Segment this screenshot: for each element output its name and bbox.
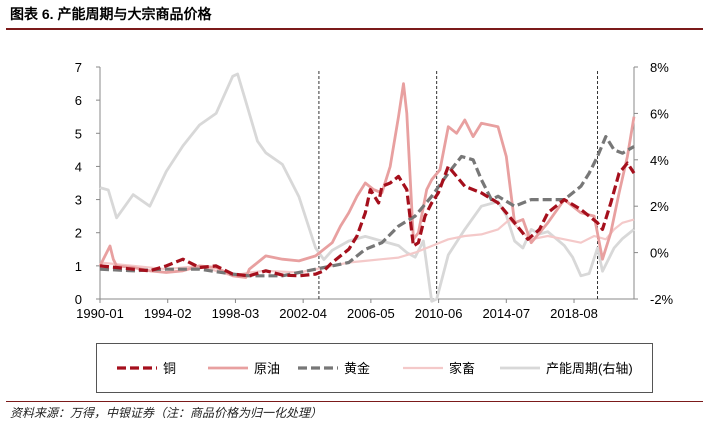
- figure-title: 图表 6. 产能周期与大宗商品价格: [10, 6, 212, 22]
- series-lines: [98, 72, 636, 303]
- series-line-1: [99, 161, 636, 278]
- x-tick-label: 2018-08: [550, 306, 598, 321]
- x-tick-label: 2010-06: [415, 306, 463, 321]
- x-tick-label: 1998-03: [212, 306, 260, 321]
- source-note: 资料来源：万得，中银证券（注：商品价格为归一化处理）: [10, 406, 323, 420]
- x-tick-label: 1990-01: [76, 306, 124, 321]
- legend-label: 家畜: [449, 361, 475, 376]
- legend-label: 产能周期(右轴): [546, 361, 633, 376]
- y-right-tick-label: -2%: [650, 292, 674, 307]
- y-left-tick-label: 3: [75, 193, 82, 208]
- x-tick-label: 2014-07: [482, 306, 530, 321]
- y-right-tick-label: 0%: [650, 246, 669, 261]
- y-right-tick-label: 4%: [650, 153, 669, 168]
- legend-label: 黄金: [344, 361, 370, 376]
- x-tick-label: 2006-05: [347, 306, 395, 321]
- bottom-rule: [6, 401, 703, 402]
- y-left-tick-label: 4: [75, 159, 82, 174]
- y-left-tick-label: 2: [75, 226, 82, 241]
- x-tick-label: 2002-04: [279, 306, 327, 321]
- legend: 铜 原油 黄金 家畜 产能周期(右轴): [117, 361, 633, 376]
- y-right-tick-label: 6%: [650, 106, 669, 121]
- x-tick-label: 1994-02: [144, 306, 192, 321]
- y-left-tick-label: 6: [75, 93, 82, 108]
- y-right-tick-label: 8%: [650, 60, 669, 75]
- y-left-tick-label: 5: [75, 126, 82, 141]
- y-left-tick-label: 1: [75, 259, 82, 274]
- legend-label: 原油: [254, 361, 280, 376]
- y-left-tick-label: 0: [75, 292, 82, 307]
- series-line-5: [99, 72, 635, 303]
- axes: 0 1 2 3 4 5 6 7 -2% 0% 2% 4% 6% 8% 1990-01 1994-02 1998-…: [75, 60, 674, 321]
- legend-box: [96, 343, 653, 393]
- y-left-tick-label: 7: [75, 60, 82, 75]
- legend-label: 铜: [163, 361, 176, 376]
- event-lines: [318, 71, 599, 299]
- title-rule: [6, 28, 703, 30]
- y-right-tick-label: 2%: [650, 199, 669, 214]
